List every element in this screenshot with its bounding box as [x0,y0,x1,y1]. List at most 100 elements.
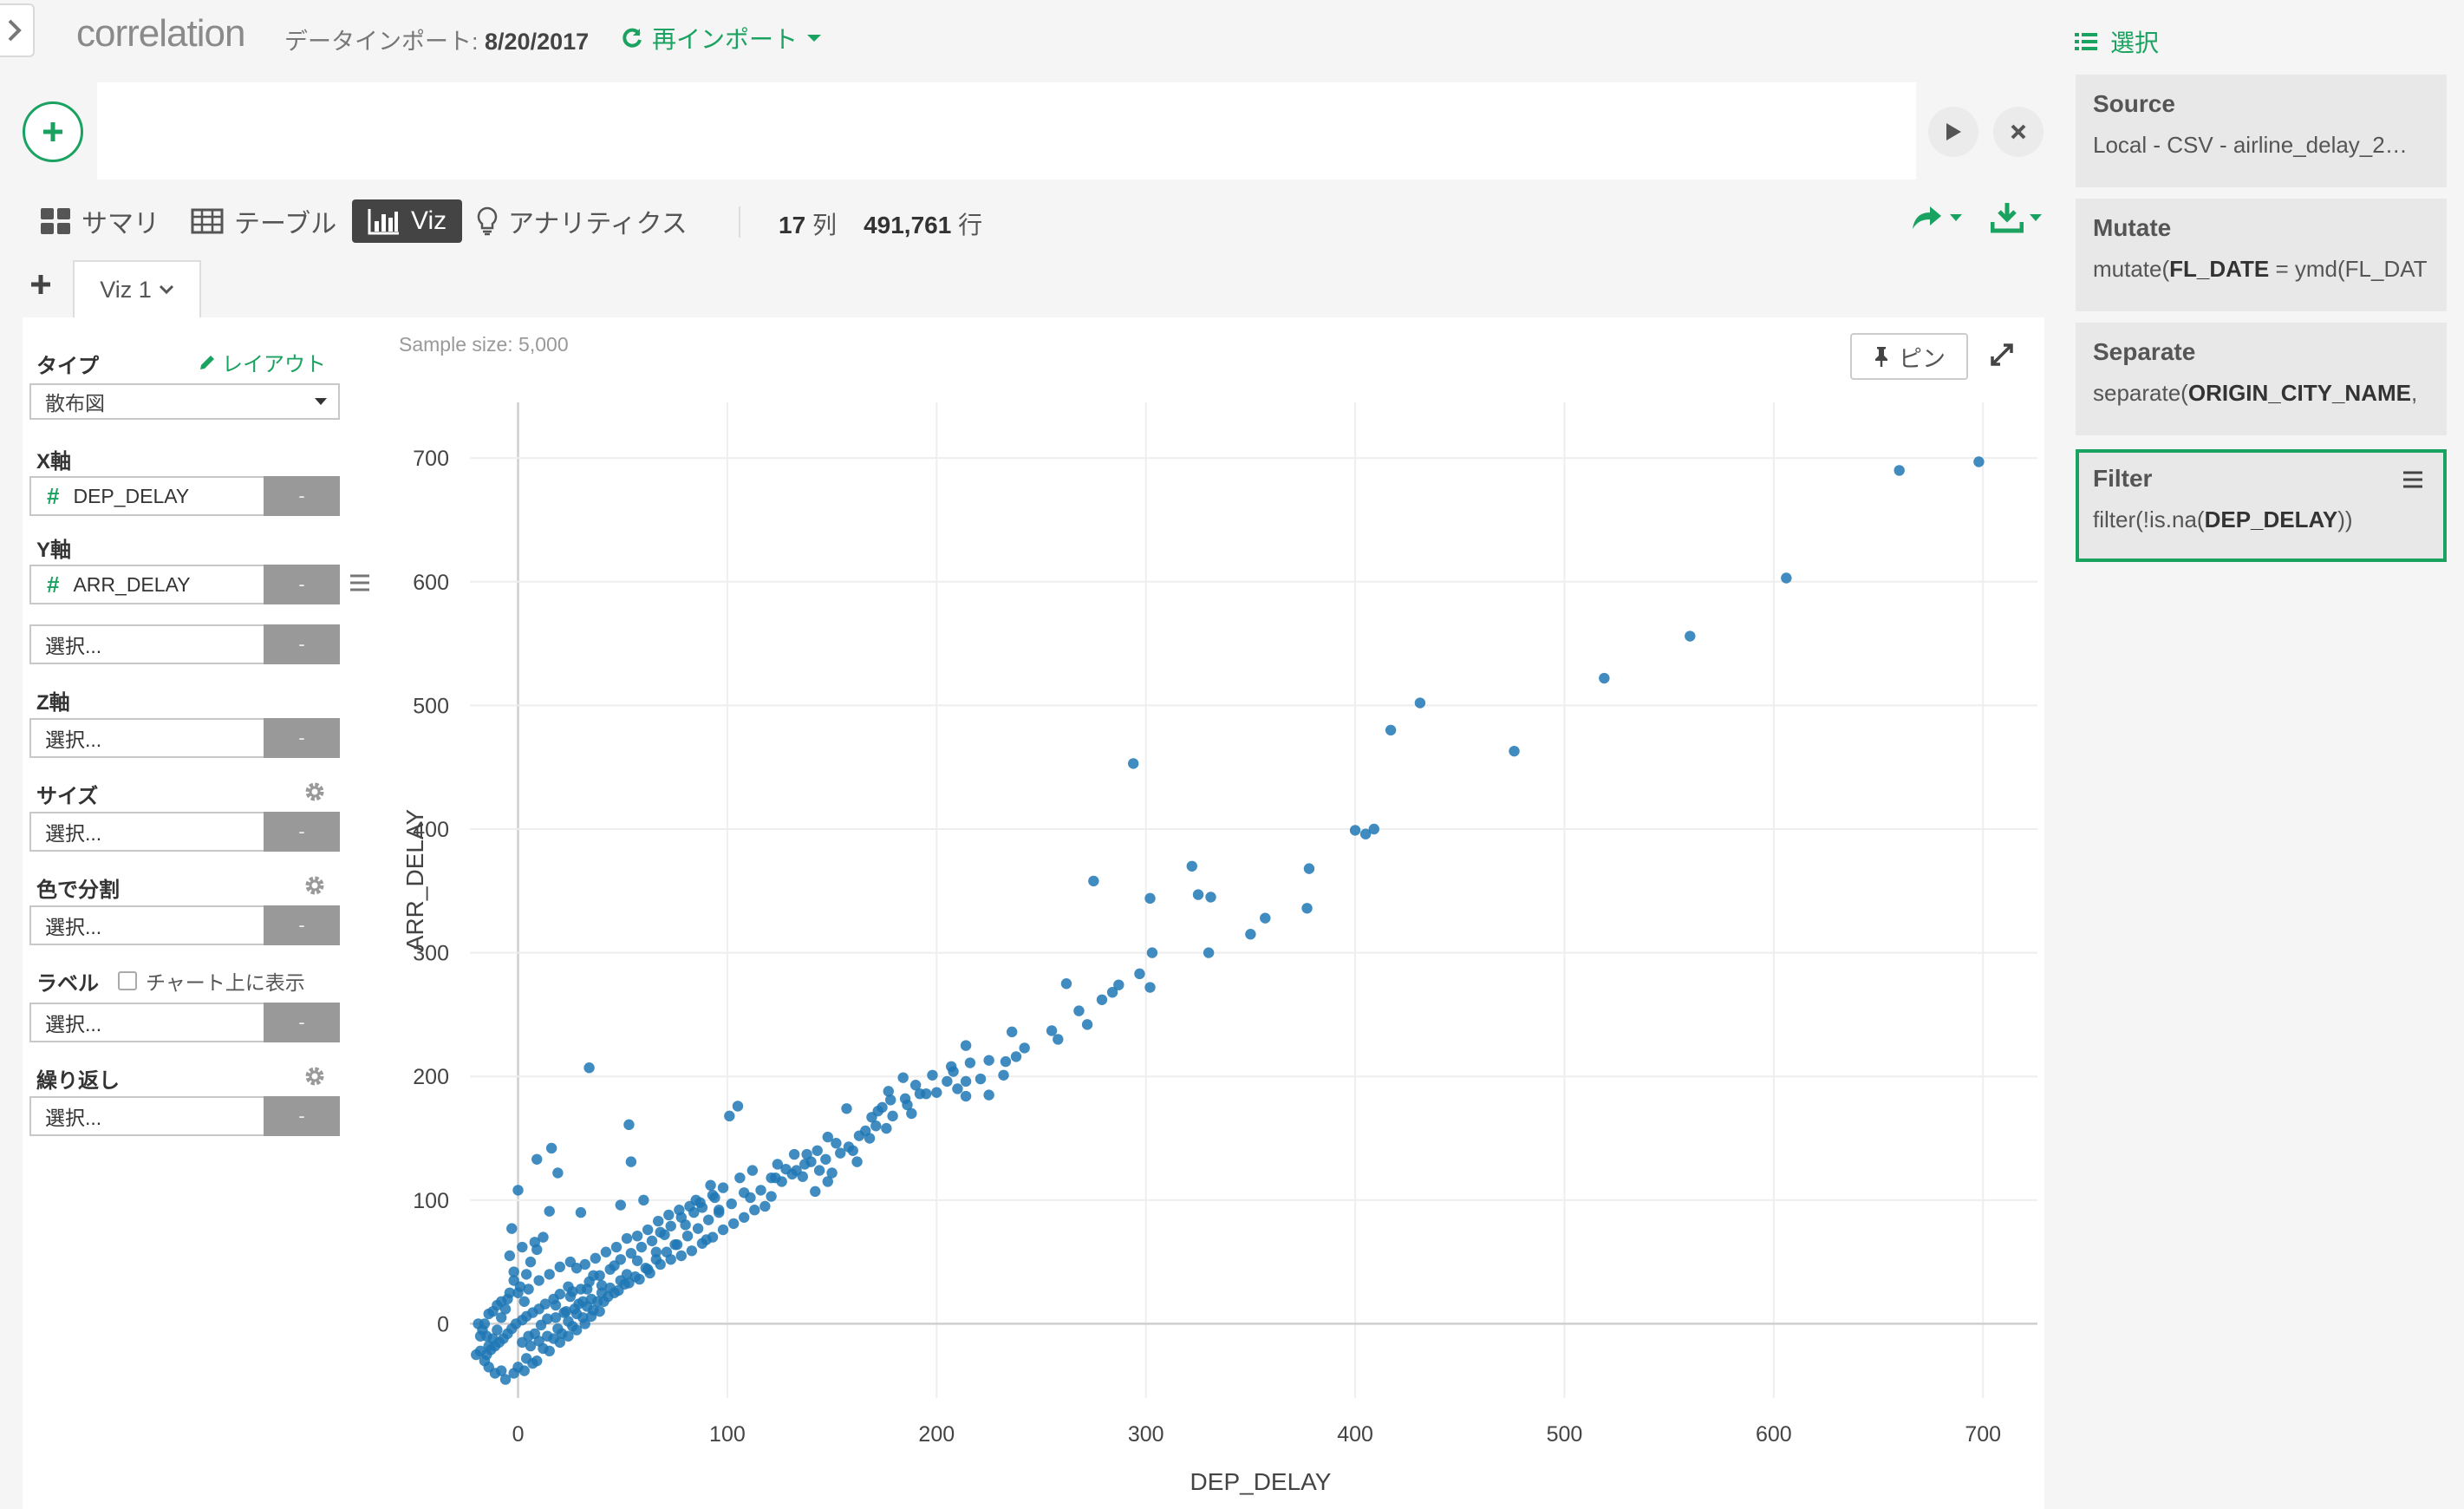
data-point [610,1241,623,1253]
step-source[interactable]: Source Local - CSV - airline_delay_2… [2076,75,2447,187]
data-point [749,1205,760,1216]
y-tick-label: 100 [413,1189,449,1213]
clear-button[interactable] [1993,107,2044,157]
menu-icon[interactable] [349,572,371,593]
data-point [841,1103,852,1114]
z-axis-field[interactable]: 選択... [29,718,265,758]
data-point [1781,572,1792,584]
color-remove-button[interactable]: - [264,905,340,945]
step-separate[interactable]: Separate separate(ORIGIN_CITY_NAME, [2076,323,2447,435]
plus-icon [43,122,62,141]
data-point [544,1269,555,1280]
steps-header[interactable]: 選択 [2074,24,2159,59]
repeat-field[interactable]: 選択... [29,1096,265,1136]
data-point [780,1163,792,1175]
data-point [851,1156,863,1167]
data-point [675,1250,688,1262]
size-field[interactable]: 選択... [29,812,265,852]
data-point [487,1305,499,1317]
data-point [975,1073,987,1085]
y-axis-field[interactable]: # ARR_DELAY [29,565,265,604]
data-point [638,1194,649,1206]
size-label: サイズ [36,785,99,808]
repeat-remove-button[interactable]: - [264,1096,340,1136]
y-axis-2-field[interactable]: 選択... [29,624,265,664]
tab-table-label: テーブル [234,210,337,238]
tick-labels: 0 100 200 300 400 500 600 700 0 100 200 300 400 500 60… [413,447,2001,1447]
grid-icon [41,208,70,234]
data-point [810,1186,821,1198]
size-remove-button[interactable]: - [264,812,340,852]
data-point [835,1147,846,1159]
run-button[interactable] [1928,107,1978,157]
add-step-button[interactable] [23,101,83,162]
y-axis-remove-button[interactable]: - [264,565,340,604]
pin-button[interactable]: ピン [1850,333,1968,380]
data-point [496,1365,507,1376]
row-count: 491,761 [864,212,952,238]
lightbulb-icon [477,206,498,236]
data-point [492,1324,503,1336]
data-point [615,1199,626,1211]
add-viz-tab-button[interactable] [29,273,52,300]
download-button[interactable] [1991,201,2043,234]
step-filter[interactable]: Filter filter(!is.na(DEP_DELAY)) [2076,449,2447,562]
expand-icon[interactable] [1989,342,2015,368]
z-axis-remove-button[interactable]: - [264,718,340,758]
data-point [594,1305,605,1317]
data-point [822,1176,833,1187]
data-point [471,1349,482,1361]
data-point [692,1223,704,1234]
show-on-chart-toggle[interactable]: チャート上に表示 [118,966,305,996]
data-point [788,1148,800,1160]
reimport-button[interactable]: 再インポート [621,21,822,56]
command-input[interactable] [97,82,1916,180]
step-mutate[interactable]: Mutate mutate(FL_DATE = ymd(FL_DAT [2076,199,2447,311]
data-point [655,1258,666,1271]
collapse-sidebar-button[interactable] [0,3,35,57]
viz-tab-1[interactable]: Viz 1 [73,260,201,317]
tab-summary[interactable]: サマリ [40,199,160,243]
data-point [1128,758,1139,769]
data-point [538,1231,549,1243]
checkbox[interactable] [118,971,137,990]
scatter-chart[interactable]: 0 100 200 300 400 500 600 700 0 100 200 300 400 500 60… [390,382,2055,1509]
data-point [960,1040,972,1051]
data-point [983,1089,994,1101]
data-point [831,1138,842,1149]
x-axis-field[interactable]: # DEP_DELAY [29,476,265,516]
data-point [884,1094,896,1106]
label-field[interactable]: 選択... [29,1003,265,1042]
tab-analytics[interactable]: アナリティクス [477,199,688,243]
chart-type-select[interactable]: 散布図 [29,383,340,420]
gear-icon[interactable] [303,1065,326,1088]
gear-icon[interactable] [303,874,326,897]
data-point [535,1319,547,1331]
repeat-label: 繰り返し [36,1069,120,1093]
data-point [1134,968,1145,980]
data-point [931,1087,942,1098]
tab-table[interactable]: テーブル [191,199,336,243]
data-point [585,1310,597,1323]
download-icon [1991,203,2024,233]
y-tick-label: 200 [413,1065,449,1089]
data-point [755,1185,766,1196]
layout-link[interactable]: レイアウト [198,347,326,377]
gear-icon[interactable] [303,781,326,803]
data-point [1368,823,1379,835]
y-axis-2-remove-button[interactable]: - [264,624,340,664]
menu-icon[interactable] [2402,470,2424,489]
color-field[interactable]: 選択... [29,905,265,945]
x-axis-remove-button[interactable]: - [264,476,340,516]
share-button[interactable] [1909,203,1963,232]
tab-viz[interactable]: Viz [352,199,463,243]
viz-tab-label: Viz 1 [100,276,152,303]
data-point [533,1336,544,1347]
step-body: separate(ORIGIN_CITY_NAME, [2093,380,2429,407]
viz-panel [23,317,2044,1509]
data-point [897,1072,909,1083]
data-point [631,1255,643,1266]
row-unit: 行 [958,212,983,238]
label-remove-button[interactable]: - [264,1003,340,1042]
data-point [847,1145,858,1156]
